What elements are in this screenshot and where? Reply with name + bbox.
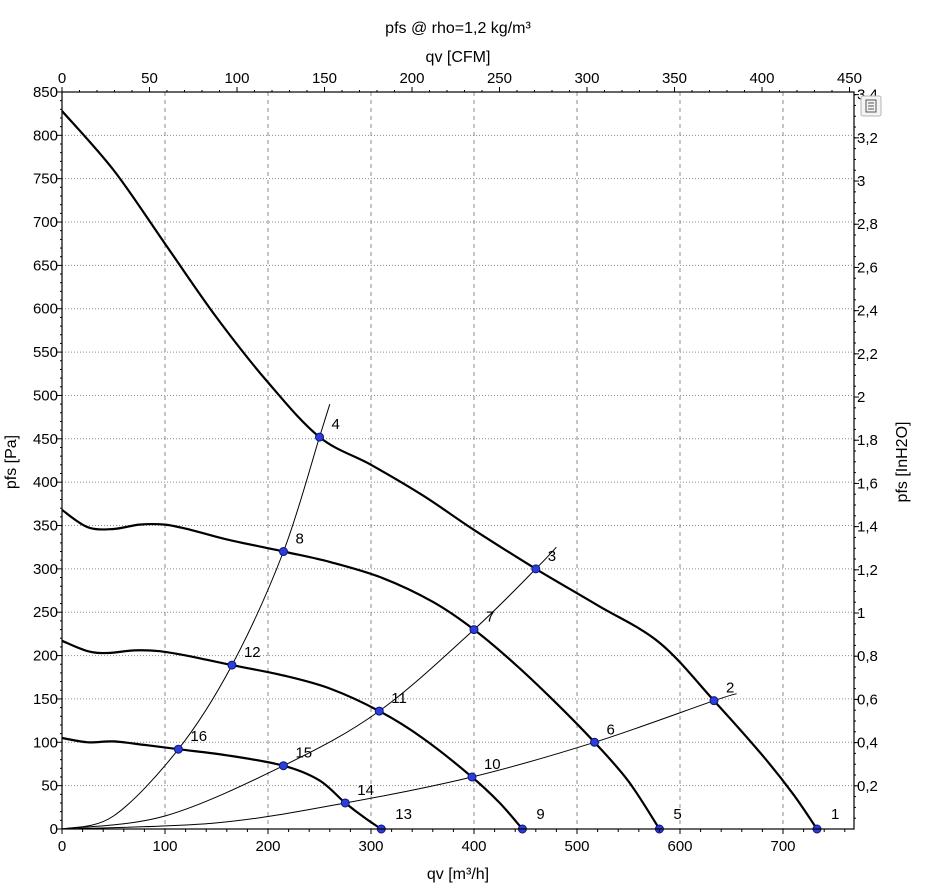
y-tick-label: 600 (33, 301, 58, 318)
y-tick-label: 550 (33, 344, 58, 361)
plot-frame (61, 91, 855, 830)
x2-tick-label: 50 (141, 70, 158, 87)
operating-point-marker (467, 772, 477, 782)
operating-point-label: 11 (391, 690, 407, 707)
operating-point-label: 8 (295, 531, 303, 548)
y-tick-label: 0 (50, 821, 58, 838)
operating-point-label: 12 (244, 644, 261, 661)
operating-point-label: 3 (548, 548, 556, 565)
axes: 0501001502002503003504004505005506006507… (33, 70, 878, 855)
x-tick-label: 200 (255, 838, 280, 855)
fan-curves (61, 110, 818, 830)
chart-title: pfs @ rho=1,2 kg/m³ (385, 20, 531, 37)
grid (62, 92, 854, 829)
y2-tick-label: 1,8 (857, 432, 878, 449)
operating-point-marker (531, 564, 541, 574)
y2-tick-label: 2,4 (857, 303, 878, 320)
operating-point-marker (590, 737, 600, 747)
operating-point-label: 13 (395, 806, 412, 823)
x-tick-label: 100 (152, 838, 177, 855)
fan-curve-line (61, 110, 818, 830)
x-axis-title: qv [m³/h] (427, 866, 489, 883)
operating-point-label: 6 (607, 721, 615, 738)
y-tick-label: 250 (33, 604, 58, 621)
fan-curve-line (61, 508, 661, 830)
x-tick-label: 600 (667, 838, 692, 855)
x2-tick-label: 400 (749, 70, 774, 87)
y2-tick-label: 1,6 (857, 475, 878, 492)
operating-point-label: 16 (190, 728, 207, 745)
x-tick-label: 500 (564, 838, 589, 855)
y-tick-label: 650 (33, 257, 58, 274)
operating-point-label: 10 (484, 756, 501, 773)
operating-point-label: 1 (831, 806, 839, 823)
y2-tick-label: 1,2 (857, 562, 878, 579)
y-tick-label: 700 (33, 214, 58, 231)
y-tick-label: 150 (33, 691, 58, 708)
operating-point-marker (278, 547, 288, 557)
x2-axis-title: qv [CFM] (426, 49, 491, 66)
operating-point-label: 9 (536, 806, 544, 823)
y2-tick-label: 2,2 (857, 346, 878, 363)
y2-tick-label: 2 (857, 389, 865, 406)
operating-point-label: 5 (673, 806, 681, 823)
y2-tick-label: 2,8 (857, 216, 878, 233)
y-tick-label: 300 (33, 561, 58, 578)
x2-tick-label: 250 (487, 70, 512, 87)
y2-axis-title: pfs [InH2O] (894, 422, 911, 503)
y-tick-label: 750 (33, 171, 58, 188)
x2-tick-label: 300 (574, 70, 599, 87)
y-tick-label: 100 (33, 734, 58, 751)
y-tick-label: 200 (33, 648, 58, 665)
fan-curve-line (61, 639, 524, 830)
y2-tick-label: 3,2 (857, 130, 878, 147)
operating-point-label: 15 (295, 745, 312, 762)
operating-point-marker (315, 432, 324, 442)
y2-tick-label: 0,2 (857, 778, 878, 795)
x2-tick-label: 150 (312, 70, 337, 87)
operating-point-marker (374, 706, 384, 716)
x-tick-label: 700 (770, 838, 795, 855)
y2-tick-label: 1,4 (857, 519, 878, 536)
system-curves (61, 403, 737, 830)
operating-point-label: 7 (486, 609, 494, 626)
system-curve-line (61, 693, 737, 830)
operating-point-marker (227, 660, 237, 670)
operating-point-label: 2 (726, 680, 734, 697)
x2-tick-label: 0 (58, 70, 66, 87)
y-tick-label: 50 (41, 778, 58, 795)
system-curve-line (61, 546, 557, 830)
y-tick-label: 800 (33, 127, 58, 144)
y2-tick-label: 2,6 (857, 259, 878, 276)
system-curve-line (61, 403, 331, 830)
operating-point-marker (709, 696, 719, 706)
y2-tick-label: 3 (857, 173, 865, 190)
x2-tick-label: 350 (662, 70, 687, 87)
y-tick-label: 400 (33, 474, 58, 491)
x2-tick-label: 450 (837, 70, 862, 87)
x-tick-label: 0 (58, 838, 66, 855)
x-tick-label: 300 (358, 838, 383, 855)
operating-point-marker (278, 761, 288, 771)
operating-point-label: 14 (357, 782, 374, 799)
operating-point-label: 4 (332, 416, 340, 433)
fan-curve-line (61, 736, 382, 830)
x2-tick-label: 200 (399, 70, 424, 87)
y2-tick-label: 0,6 (857, 691, 878, 708)
y-tick-label: 500 (33, 387, 58, 404)
x-tick-label: 400 (461, 838, 486, 855)
operating-point-marker (469, 625, 479, 635)
y-axis-title: pfs [Pa] (3, 435, 20, 489)
y-tick-label: 850 (33, 84, 58, 101)
y2-tick-label: 0,8 (857, 648, 878, 665)
y2-tick-label: 0,4 (857, 735, 878, 752)
operating-point-marker (173, 744, 183, 754)
operating-point-marker (340, 798, 350, 808)
y-tick-label: 450 (33, 431, 58, 448)
export-icon[interactable] (860, 95, 882, 117)
x2-tick-label: 100 (224, 70, 249, 87)
y-tick-label: 350 (33, 518, 58, 535)
y2-tick-label: 1 (857, 605, 865, 622)
